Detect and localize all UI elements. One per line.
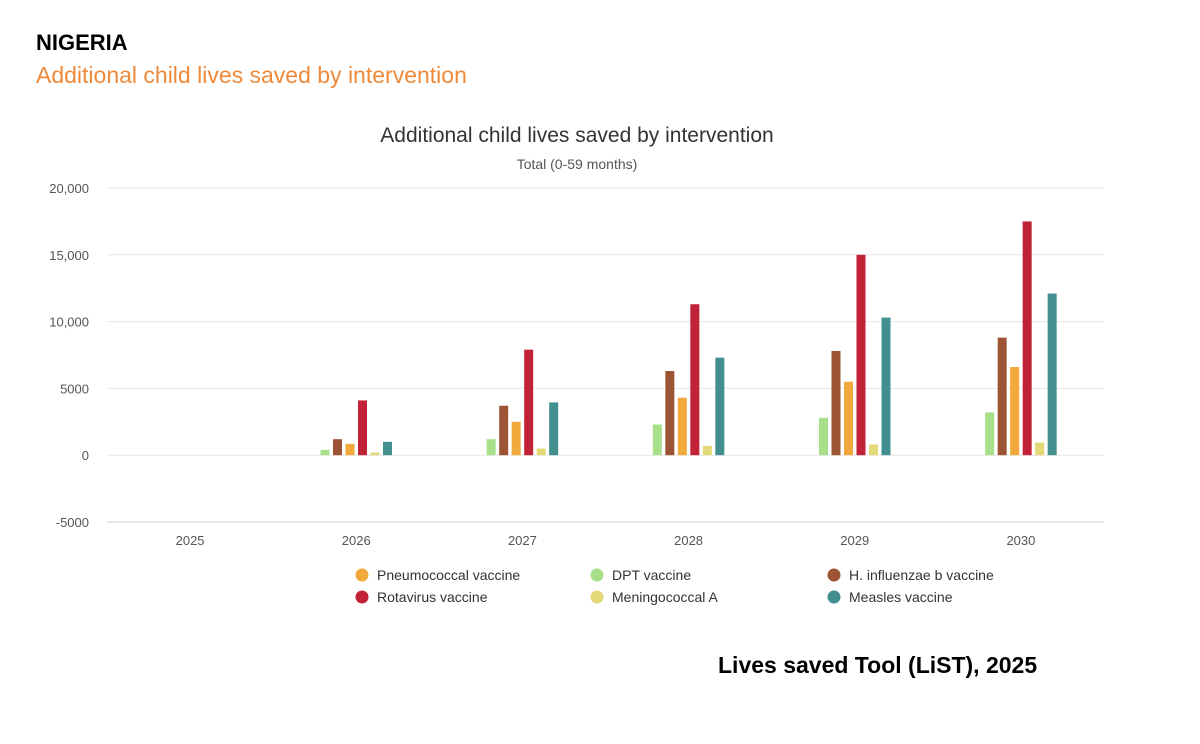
bar bbox=[881, 317, 891, 456]
y-tick-label: 15,000 bbox=[49, 248, 89, 263]
y-tick-label: 10,000 bbox=[49, 315, 89, 330]
legend-label: Measles vaccine bbox=[849, 589, 953, 605]
x-tick-label: 2030 bbox=[1006, 533, 1035, 548]
bar bbox=[831, 350, 841, 456]
legend-marker bbox=[827, 590, 841, 604]
legend-label: DPT vaccine bbox=[612, 567, 691, 583]
bar bbox=[819, 417, 828, 456]
legend-label: Meningococcal A bbox=[612, 589, 719, 605]
bar bbox=[536, 448, 546, 456]
bar bbox=[702, 445, 712, 456]
bar bbox=[358, 400, 367, 456]
legend-marker bbox=[355, 590, 369, 604]
legend-marker bbox=[590, 590, 604, 604]
bar bbox=[370, 452, 380, 456]
bar bbox=[1010, 367, 1020, 456]
y-tick-label: 20,000 bbox=[49, 181, 89, 196]
bar bbox=[1035, 442, 1045, 456]
legend-marker bbox=[827, 568, 841, 582]
x-tick-label: 2025 bbox=[176, 533, 205, 548]
x-tick-label: 2027 bbox=[508, 533, 537, 548]
bar bbox=[333, 439, 342, 456]
bar bbox=[549, 402, 559, 456]
bar bbox=[856, 254, 866, 456]
y-tick-label: 0 bbox=[82, 448, 89, 463]
chart-subtitle: Total (0-59 months) bbox=[517, 156, 638, 172]
legend-marker bbox=[590, 568, 604, 582]
country-title: NIGERIA bbox=[36, 30, 128, 55]
bar bbox=[320, 449, 330, 456]
legend-label: Pneumococcal vaccine bbox=[377, 567, 520, 583]
bar bbox=[345, 443, 355, 456]
bar bbox=[715, 357, 725, 456]
page-subtitle: Additional child lives saved by interven… bbox=[36, 62, 467, 88]
bar bbox=[677, 397, 687, 456]
x-tick-label: 2028 bbox=[674, 533, 703, 548]
x-tick-label: 2026 bbox=[342, 533, 371, 548]
bar bbox=[844, 381, 853, 456]
legend-label: H. influenzae b vaccine bbox=[849, 567, 994, 583]
bar bbox=[486, 439, 496, 456]
x-tick-label: 2029 bbox=[840, 533, 869, 548]
bar bbox=[383, 441, 392, 456]
source-credit: Lives saved Tool (LiST), 2025 bbox=[718, 652, 1038, 678]
bar bbox=[1022, 221, 1032, 456]
bar bbox=[869, 444, 878, 456]
bar bbox=[1047, 293, 1057, 456]
legend-label: Rotavirus vaccine bbox=[377, 589, 488, 605]
bar bbox=[499, 405, 509, 456]
bar bbox=[511, 421, 521, 456]
bar bbox=[997, 337, 1007, 456]
bar bbox=[524, 349, 534, 456]
bar bbox=[985, 412, 995, 456]
y-tick-label: 5000 bbox=[60, 381, 89, 396]
bar bbox=[652, 424, 662, 456]
chart-title: Additional child lives saved by interven… bbox=[380, 124, 773, 147]
legend-marker bbox=[355, 568, 369, 582]
bar bbox=[665, 371, 675, 456]
y-tick-label: -5000 bbox=[56, 515, 89, 530]
bar bbox=[690, 304, 700, 456]
